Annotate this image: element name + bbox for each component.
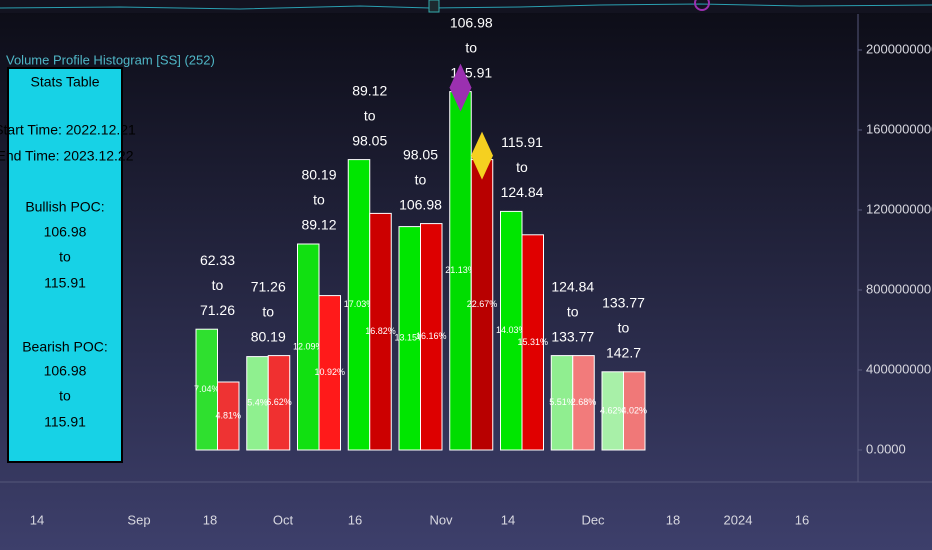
navigator-marker <box>694 0 710 11</box>
range-joiner: to <box>567 303 579 319</box>
range-joiner: to <box>516 159 528 175</box>
range-low: 80.19 <box>301 167 336 183</box>
bar <box>420 223 443 451</box>
bar <box>521 234 544 451</box>
range-joiner: to <box>618 320 630 336</box>
y-tick-label: 0.0000 <box>866 441 906 456</box>
range-high: 133.77 <box>551 328 594 344</box>
range-joiner: to <box>262 303 274 319</box>
time-axis-label: 16 <box>348 512 362 527</box>
bar <box>369 212 392 451</box>
poc-marker <box>449 63 472 112</box>
percent-label: 5.51% <box>549 397 575 407</box>
percent-label: 12.09% <box>293 341 324 351</box>
percent-label: 5.4% <box>247 398 268 408</box>
time-axis-label: Oct <box>273 512 294 527</box>
time-axis-label: 18 <box>666 512 680 527</box>
bullish-poc-label: Bullish POC: <box>25 199 104 215</box>
range-joiner: to <box>415 171 427 187</box>
y-tick-label: 400000000.00 <box>866 361 932 376</box>
y-tick-label: 2000000000.00 <box>866 41 932 56</box>
range-low: 115.91 <box>501 134 543 150</box>
percent-label: 2.68% <box>571 397 597 407</box>
stats-end-time: End Time: 2023.12.22 <box>0 148 134 164</box>
time-axis-label: 2024 <box>724 512 753 527</box>
range-high: 124.84 <box>501 184 544 200</box>
range-low: 133.77 <box>602 295 645 311</box>
y-tick-label: 1200000000.00 <box>866 201 932 216</box>
bullish-poc-high: 115.91 <box>44 275 86 291</box>
range-joiner: to <box>212 277 224 293</box>
bar <box>623 371 646 451</box>
bar <box>217 381 240 451</box>
range-high: 89.12 <box>301 217 336 233</box>
range-low: 71.26 <box>251 278 286 294</box>
stats-start-time: Start Time: 2022.12.21 <box>0 122 136 138</box>
bearish-poc-low: 106.98 <box>44 363 87 379</box>
stats-table-box <box>7 67 123 463</box>
range-low: 98.05 <box>403 146 438 162</box>
time-axis-label: 16 <box>795 512 809 527</box>
range-high: 71.26 <box>200 302 235 318</box>
percent-label: 7.04% <box>194 384 220 394</box>
indicator-label[interactable]: Volume Profile Histogram [SS] (252) <box>6 52 215 67</box>
navigator-line <box>0 3 932 10</box>
percent-label: 4.81% <box>215 410 241 420</box>
percent-label: 21.13% <box>445 265 476 275</box>
time-axis-label: 14 <box>501 512 515 527</box>
range-joiner: to <box>313 192 325 208</box>
percent-label: 4.62% <box>600 405 626 415</box>
time-axis-label: 14 <box>30 512 44 527</box>
time-axis-label: 18 <box>203 512 217 527</box>
bullish-poc-low: 106.98 <box>44 224 87 240</box>
bearish-poc-label: Bearish POC: <box>22 339 108 355</box>
navigator-handle[interactable] <box>428 0 440 13</box>
plot-area: 7.04% 4.81% 71.26 to 62.33 5.4%6.62% 80.19 to 71… <box>194 14 647 451</box>
stats-title: Stats Table <box>30 74 99 90</box>
time-axis-label: Dec <box>581 512 605 527</box>
range-low: 106.98 <box>450 14 493 30</box>
percent-label: 15.31% <box>517 337 548 347</box>
bar <box>572 355 595 451</box>
bar <box>267 355 291 451</box>
percent-label: 14.03% <box>496 325 527 335</box>
poc-marker <box>471 131 493 180</box>
y-tick-label: 1600000000.00 <box>866 121 932 136</box>
axes: 0.0000 400000000.00 800000000.00 1200000000… <box>30 41 932 527</box>
range-high: 106.98 <box>399 196 442 212</box>
range-high: 80.19 <box>251 328 286 344</box>
percent-label: 16.16% <box>416 331 447 341</box>
percent-label: 4.02% <box>621 405 647 415</box>
range-joiner: to <box>364 107 376 123</box>
navigator-strip <box>0 0 932 13</box>
time-axis-label: Nov <box>429 512 453 527</box>
range-low: 62.33 <box>200 252 235 268</box>
percent-label: 13.15% <box>394 333 425 343</box>
range-joiner: to <box>465 39 477 55</box>
percent-label: 16.82% <box>365 326 396 336</box>
bar <box>318 295 341 451</box>
range-low: 124.84 <box>551 278 594 294</box>
range-low: 89.12 <box>352 82 387 98</box>
range-high: 142.7 <box>606 345 641 361</box>
bearish-poc-joiner: to <box>59 388 71 404</box>
percent-label: 22.67% <box>467 299 498 309</box>
time-axis-label: Sep <box>127 512 150 527</box>
percent-label: 10.92% <box>314 367 345 377</box>
bullish-poc-joiner: to <box>59 249 71 265</box>
range-high: 98.05 <box>352 132 387 148</box>
percent-label: 6.62% <box>266 397 292 407</box>
bearish-poc-high: 115.91 <box>44 414 86 430</box>
y-tick-label: 800000000.00 <box>866 281 932 296</box>
stats-table: Stats Table Start Time: 2022.12.21 End T… <box>0 67 136 463</box>
percent-label: 17.03% <box>344 299 375 309</box>
